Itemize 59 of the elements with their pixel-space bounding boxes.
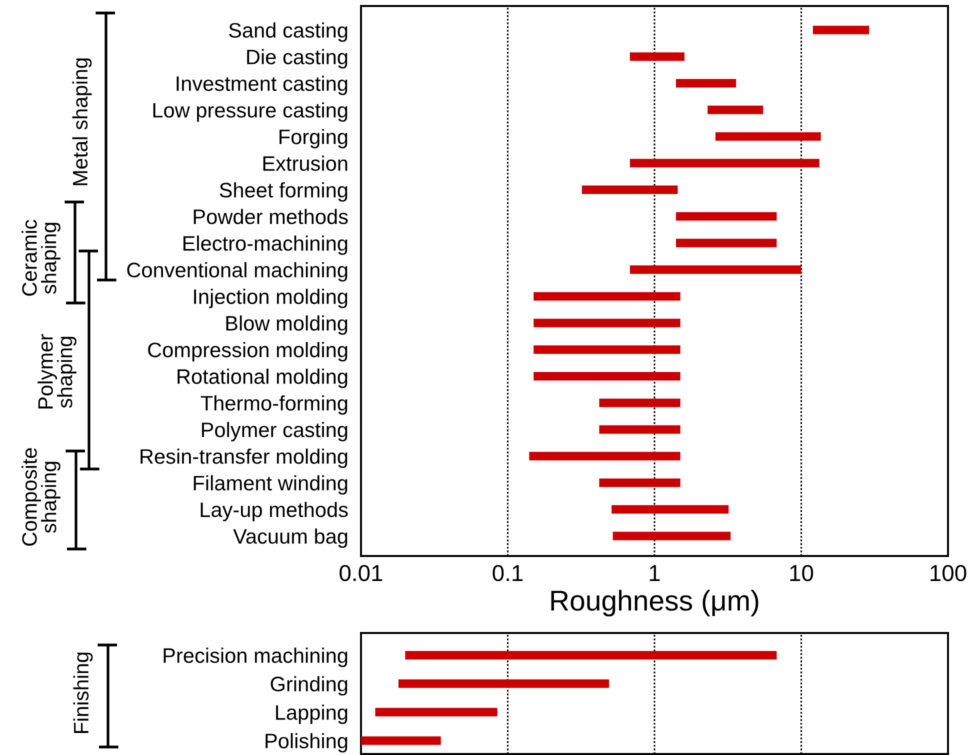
bar <box>405 650 777 660</box>
y-tick-label: Sheet forming <box>220 182 348 202</box>
y-tick-label: Blow molding <box>226 315 348 335</box>
y-tick-label: Lay-up methods <box>200 502 348 522</box>
bar <box>612 532 731 540</box>
y-tick-label: Filament winding <box>194 475 348 495</box>
bar <box>676 238 777 248</box>
bar <box>529 452 680 460</box>
y-tick-label: Forging <box>280 128 348 148</box>
x-tick-label: 1 <box>650 565 660 581</box>
y-tick-label: Vacuum bag <box>233 528 348 548</box>
x-axis-title: Roughness (μm) <box>551 590 758 616</box>
y-tick-label: Grinding <box>270 676 348 696</box>
x-tick-label: 10 <box>790 564 814 582</box>
text: Composite shaping <box>22 448 60 546</box>
text: Polymer shaping <box>38 334 76 408</box>
bar <box>361 736 441 745</box>
bar <box>715 132 821 141</box>
y-tick-label: Electro-machining <box>183 235 348 255</box>
bar <box>599 398 680 408</box>
y-tick-label: Thermo-forming <box>200 395 348 415</box>
bar <box>375 708 498 716</box>
y-tick-label: Die casting <box>247 49 348 68</box>
bar <box>812 26 870 34</box>
x-tick-label: 0.01 <box>340 564 382 582</box>
bar <box>534 292 680 301</box>
y-tick-label: Investment casting <box>176 76 348 96</box>
y-tick-label: Polishing <box>266 733 348 752</box>
bar <box>398 679 610 688</box>
bar <box>599 478 680 488</box>
y-tick-label: Polymer casting <box>202 422 348 442</box>
y-tick-label: Extrusion <box>263 156 348 171</box>
bar <box>630 265 802 274</box>
bar <box>534 318 680 328</box>
bar <box>630 52 684 61</box>
bar <box>582 186 678 194</box>
y-tick-label: Resin-transfer molding <box>140 448 348 468</box>
y-tick-label: Precision machining <box>164 648 348 668</box>
y-tick-label: Low pressure casting <box>153 102 348 122</box>
bar <box>534 345 680 354</box>
text: Finishing <box>73 652 93 733</box>
x-tick-label: 0.1 <box>492 564 523 582</box>
bar <box>534 372 680 380</box>
y-tick-label: Powder methods <box>194 208 348 224</box>
y-tick-label: Compression molding <box>148 342 348 362</box>
y-tick-label: Conventional machining <box>127 262 348 282</box>
text: Metal shaping <box>72 58 92 186</box>
y-tick-label: Lapping <box>276 704 348 724</box>
bar <box>612 505 729 514</box>
bar <box>676 78 736 88</box>
y-tick-label: Rotational molding <box>178 368 348 388</box>
bar <box>630 158 820 168</box>
bar <box>708 106 764 114</box>
text: Ceramic shaping <box>22 220 60 296</box>
bar <box>676 212 777 221</box>
y-tick-label: Sand casting <box>229 22 348 42</box>
x-tick-label: 100 <box>930 564 966 582</box>
y-tick-label: Injection molding <box>194 288 348 308</box>
bar <box>599 425 680 434</box>
